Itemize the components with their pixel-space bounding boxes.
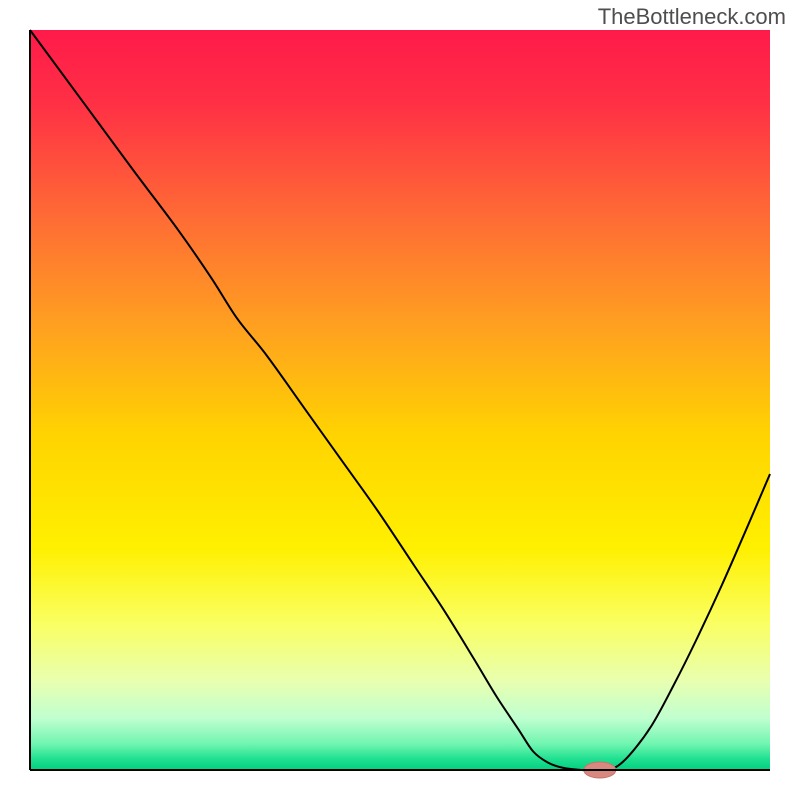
chart-svg [0, 0, 800, 800]
watermark-text: TheBottleneck.com [598, 4, 786, 30]
bottleneck-chart: TheBottleneck.com [0, 0, 800, 800]
gradient-background [30, 30, 770, 770]
